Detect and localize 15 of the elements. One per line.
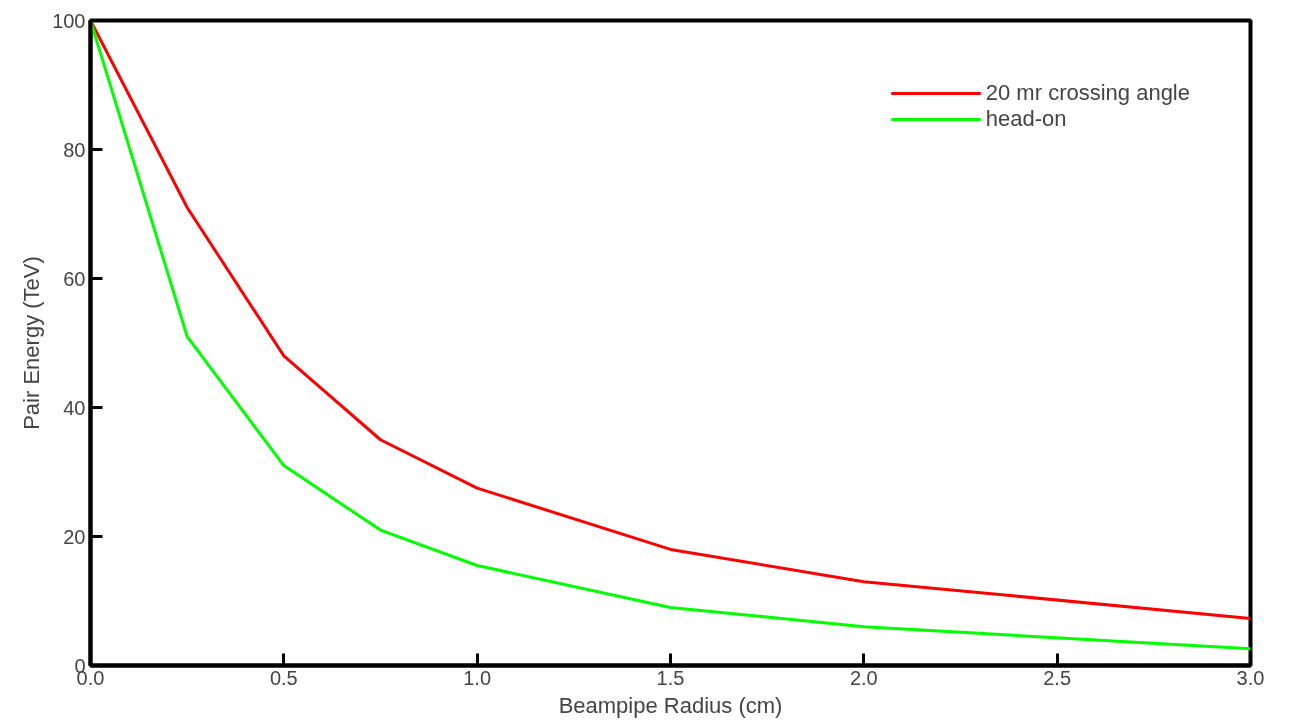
x-axis-title: Beampipe Radius (cm): [558, 692, 783, 718]
y-tick-label: 60: [63, 267, 86, 290]
x-tick-label: 3.0: [1236, 666, 1265, 689]
x-tick-label: 2.5: [1043, 666, 1072, 689]
y-axis-title: Pair Energy (TeV): [19, 256, 45, 430]
legend-label: 20 mr crossing angle: [985, 80, 1190, 106]
x-tick-label: 2.0: [849, 666, 878, 689]
y-tick-label: 40: [63, 396, 86, 419]
y-tick-label: 80: [63, 138, 86, 161]
x-tick-label: 0.5: [269, 666, 298, 689]
y-tick-label: 100: [52, 9, 86, 32]
x-tick-label: 1.5: [656, 666, 685, 689]
legend-label: head-on: [985, 106, 1067, 132]
x-tick-label: 1.0: [463, 666, 492, 689]
y-tick-label: 20: [63, 525, 86, 548]
